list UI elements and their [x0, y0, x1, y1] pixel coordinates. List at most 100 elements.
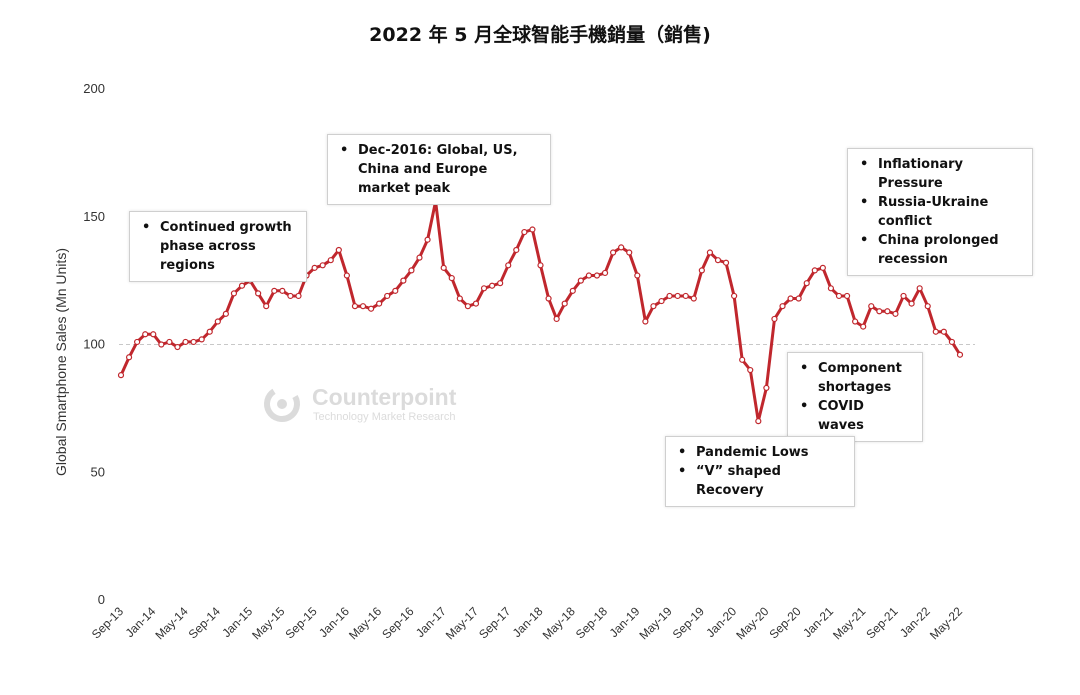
annotation-item: Russia-Ukraine conflict: [858, 193, 1020, 231]
series-line-group: [117, 198, 964, 425]
data-point: [311, 264, 318, 271]
data-point: [868, 303, 875, 310]
data-point: [860, 323, 867, 330]
data-point: [924, 303, 931, 310]
x-tick-label: Jan-17: [413, 604, 449, 640]
annotation-item: Component shortages: [798, 359, 910, 397]
annotation-item: Continued growth phase across regions: [140, 218, 294, 275]
data-point: [117, 372, 125, 379]
annotation-item: Pandemic Lows: [676, 443, 842, 462]
data-point: [932, 328, 939, 335]
annotation-item: Dec-2016: Global, US, China and Europe m…: [338, 141, 538, 198]
x-tick-label: May-21: [830, 604, 868, 642]
watermark-subtitle: Technology Market Research: [313, 411, 456, 423]
annotation-item: COVID waves: [798, 397, 910, 435]
data-point: [900, 292, 907, 300]
annotation-item: Inflationary Pressure: [858, 155, 1020, 193]
data-point: [158, 341, 165, 348]
data-point: [376, 300, 383, 307]
data-point: [416, 254, 423, 261]
x-tick-label: May-15: [249, 604, 287, 642]
data-point: [424, 236, 431, 243]
data-point: [497, 280, 504, 287]
y-axis: 0 50 100 150 200: [83, 81, 105, 607]
data-point: [392, 287, 399, 294]
data-point: [529, 226, 536, 233]
x-tick-label: Sep-14: [186, 604, 223, 641]
data-point: [795, 295, 802, 302]
data-point: [908, 300, 915, 307]
data-point: [295, 292, 302, 300]
y-tick-label: 50: [91, 464, 105, 479]
data-point: [255, 290, 262, 297]
data-point: [779, 303, 786, 310]
data-point: [787, 295, 794, 302]
data-point: [472, 300, 480, 307]
data-point: [827, 285, 835, 292]
data-point: [343, 272, 350, 279]
chart-title: 2022 年 5 月全球智能手機銷量（銷售): [369, 24, 711, 46]
annotation-component-shortages: Component shortages COVID waves: [787, 352, 923, 442]
data-point: [408, 267, 415, 274]
x-tick-label: Jan-15: [219, 604, 255, 640]
data-point: [593, 272, 601, 279]
data-point: [440, 264, 447, 271]
data-point: [948, 338, 956, 346]
x-tick-label: May-18: [540, 604, 578, 642]
data-point: [319, 262, 326, 269]
annotation-growth-phase: Continued growth phase across regions: [129, 211, 307, 282]
x-tick-label: Jan-22: [897, 604, 933, 640]
data-point: [271, 287, 278, 294]
data-point: [134, 338, 141, 346]
data-point: [819, 264, 826, 271]
data-point: [771, 315, 778, 323]
data-point: [142, 331, 149, 338]
data-point: [488, 282, 496, 289]
data-point: [763, 384, 770, 392]
data-point: [634, 272, 641, 279]
data-point: [803, 280, 810, 287]
annotation-inflation: Inflationary Pressure Russia-Ukraine con…: [847, 148, 1033, 276]
x-tick-label: Sep-13: [89, 604, 126, 641]
x-tick-label: May-16: [346, 604, 384, 642]
data-point: [464, 303, 471, 310]
data-point: [230, 290, 238, 297]
data-point: [956, 351, 964, 358]
x-tick-label: Sep-16: [379, 604, 416, 641]
data-point: [650, 303, 657, 310]
data-point: [150, 331, 157, 338]
data-point: [335, 246, 342, 254]
data-point: [577, 277, 584, 284]
data-point: [739, 356, 746, 363]
data-point: [747, 366, 754, 374]
counterpoint-watermark: Counterpoint Technology Market Research: [262, 382, 492, 430]
x-tick-label: Sep-17: [476, 604, 513, 641]
data-point: [626, 249, 633, 256]
data-point: [537, 262, 544, 269]
x-tick-label: May-20: [733, 604, 771, 642]
data-point: [166, 338, 173, 346]
data-point: [400, 277, 407, 284]
data-point: [553, 315, 560, 323]
data-point: [513, 246, 520, 254]
data-point: [884, 308, 891, 315]
x-tick-label: May-14: [152, 604, 190, 642]
data-point: [706, 249, 714, 256]
data-point: [642, 318, 649, 325]
watermark-name: Counterpoint: [312, 384, 457, 410]
y-tick-label: 100: [83, 337, 105, 352]
x-tick-label: May-22: [927, 604, 965, 642]
data-point: [561, 300, 568, 307]
data-point: [731, 292, 738, 300]
annotation-market-peak: Dec-2016: Global, US, China and Europe m…: [327, 134, 551, 205]
data-point: [585, 272, 593, 279]
data-point: [811, 267, 818, 274]
data-point: [916, 285, 923, 292]
data-point: [892, 310, 899, 317]
x-tick-label: Jan-14: [123, 604, 159, 640]
data-point: [666, 292, 673, 300]
data-point: [263, 303, 270, 310]
x-tick-label: May-17: [443, 604, 481, 642]
